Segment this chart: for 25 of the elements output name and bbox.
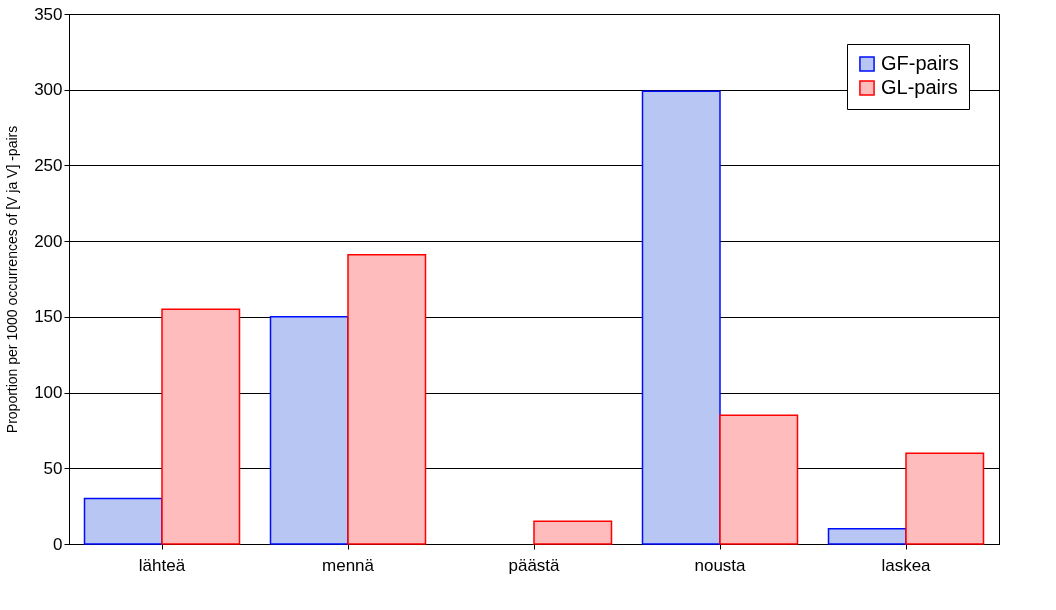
x-tick-label: päästä bbox=[508, 555, 561, 575]
bar bbox=[641, 90, 721, 545]
y-tick-label: 300 bbox=[34, 80, 63, 100]
y-tick-label: 150 bbox=[34, 307, 63, 327]
bar bbox=[827, 528, 907, 545]
y-tick-label: 350 bbox=[34, 4, 63, 24]
bar bbox=[905, 452, 985, 545]
y-tick-label: 0 bbox=[53, 534, 63, 554]
x-tick-label: nousta bbox=[694, 555, 747, 575]
y-axis-title: Proportion per 1000 occurrences of [V ja V] -pairs bbox=[4, 125, 21, 434]
x-tick-label: lähteä bbox=[138, 555, 186, 575]
bar bbox=[533, 520, 613, 545]
y-tick-label: 100 bbox=[34, 383, 63, 403]
x-tick-label: mennä bbox=[322, 555, 375, 575]
legend-label: GL-pairs bbox=[881, 76, 958, 98]
y-tick-label: 250 bbox=[34, 155, 63, 175]
y-tick-label: 200 bbox=[34, 231, 63, 251]
bar bbox=[269, 316, 349, 545]
x-tick-label: laskea bbox=[881, 555, 932, 575]
bar bbox=[347, 254, 427, 545]
legend-label: GF-pairs bbox=[881, 52, 959, 74]
bar bbox=[719, 414, 799, 545]
bar bbox=[161, 308, 241, 545]
y-tick-label: 50 bbox=[43, 458, 63, 478]
bar bbox=[83, 497, 163, 545]
